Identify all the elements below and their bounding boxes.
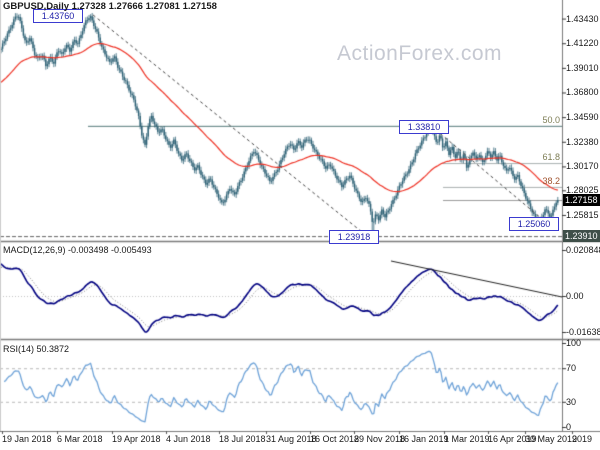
support-price-tag: 1.23910 xyxy=(563,230,600,243)
macd-axis-tick-label: 0.020848 xyxy=(566,245,600,255)
fib-level-label: 38.2 xyxy=(542,175,560,186)
date-axis-label: 19 Jan 2018 xyxy=(2,434,52,444)
fib-level-label: 61.8 xyxy=(542,152,560,163)
rsi-label: RSI(14) 50.3872 xyxy=(3,344,70,354)
date-axis-label: 29 Nov 2018 xyxy=(354,434,406,444)
price-annotation-box[interactable]: 1.23918 xyxy=(329,230,379,244)
price-axis-tick-label: 1.39010 xyxy=(566,62,599,73)
rsi-axis-tick-label: 70 xyxy=(566,363,577,374)
date-axis-label: 31 Aug 2018 xyxy=(266,434,317,444)
price-axis-tick-label: 1.30170 xyxy=(566,161,599,172)
watermark: ActionForex.com xyxy=(337,42,503,65)
price-annotation-box[interactable]: 1.33810 xyxy=(399,120,449,134)
current-price-tag: 1.27158 xyxy=(563,193,600,206)
price-axis-tick-label: 1.43430 xyxy=(566,13,599,24)
price-axis-tick-label: 1.36800 xyxy=(566,87,599,98)
price-axis-tick-label: 1.32380 xyxy=(566,136,599,147)
date-axis-label: 6 Mar 2018 xyxy=(57,434,103,444)
price-annotation-box[interactable]: 1.43760 xyxy=(33,9,83,23)
date-axis-label: 16 Oct 2018 xyxy=(310,434,360,444)
price-axis-tick-label: 1.25815 xyxy=(566,209,599,220)
price-axis-tick-label: 1.28025 xyxy=(566,185,599,196)
price-axis-tick-label: 1.41220 xyxy=(566,38,599,49)
date-axis-label: 4 Jun 2018 xyxy=(166,434,211,444)
macd-label: MACD(12,26,9) -0.003498 -0.005493 xyxy=(3,245,152,255)
macd-axis-tick-label: -0.016389 xyxy=(566,327,600,337)
date-axis-label: 16 Jan 2019 xyxy=(399,434,449,444)
rsi-axis-tick-label: 100 xyxy=(566,338,582,348)
rsi-axis-tick-label: 30 xyxy=(566,396,577,407)
fib-level-label: 50.0 xyxy=(542,114,560,125)
date-axis-label: 18 Jul 2018 xyxy=(219,434,266,444)
rsi-axis-tick-label: 0 xyxy=(566,422,572,432)
symbol-title: GBPUSD,Daily 1.27328 1.27666 1.27081 1.2… xyxy=(3,1,217,12)
date-axis-label: 30 May 2019 xyxy=(525,434,578,444)
date-axis-label: 16 Apr 2019 xyxy=(488,434,537,444)
price-axis-tick-label: 1.34590 xyxy=(566,112,599,123)
macd-axis-tick-label: 0.00 xyxy=(566,291,584,301)
date-axis-label: 19 Apr 2018 xyxy=(112,434,161,444)
date-axis-label: 1 Mar 2019 xyxy=(444,434,490,444)
price-annotation-box[interactable]: 1.25060 xyxy=(509,217,559,231)
date-axis-label: 2019 xyxy=(572,434,593,444)
